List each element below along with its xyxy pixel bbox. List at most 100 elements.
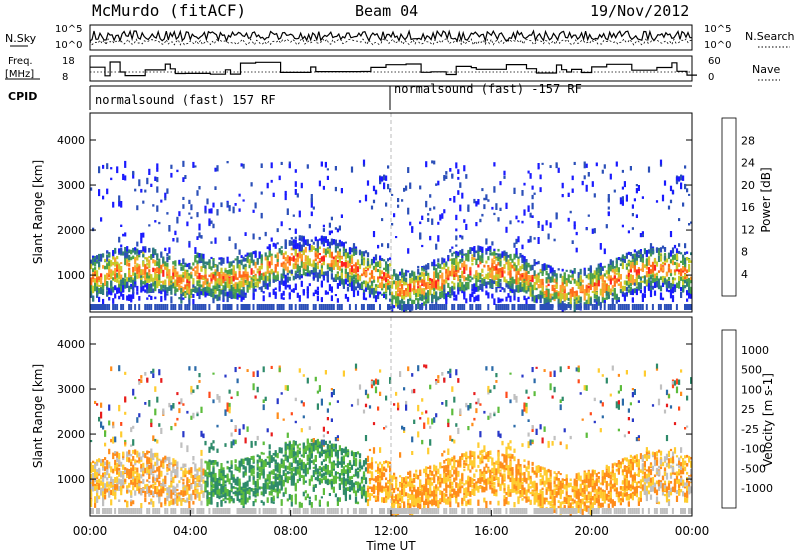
echo-cell — [118, 459, 121, 465]
echo-cell — [182, 287, 185, 293]
echo-cell — [96, 292, 99, 296]
echo-cell — [563, 276, 566, 281]
echo-cell — [224, 269, 227, 273]
echo-cell — [138, 508, 141, 514]
echo-cell — [280, 161, 283, 165]
echo-cell — [178, 276, 181, 283]
echo-cell — [399, 300, 402, 306]
echo-cell — [202, 264, 205, 268]
echo-cell — [298, 244, 301, 252]
echo-cell — [525, 265, 528, 271]
echo-cell — [228, 283, 231, 289]
echo-cell — [132, 292, 135, 299]
echo-cell — [505, 304, 508, 310]
echo-cell — [342, 279, 345, 285]
echo-cell — [150, 455, 153, 463]
echo-cell — [244, 265, 247, 271]
echo-cell — [200, 459, 203, 465]
echo-cell — [154, 485, 157, 492]
echo-cell — [232, 287, 235, 292]
echo-cell — [280, 293, 283, 296]
echo-cell — [525, 289, 528, 294]
echo-cell — [272, 270, 275, 273]
echo-cell — [515, 215, 518, 220]
echo-cell — [419, 304, 422, 310]
echo-cell — [471, 304, 474, 310]
echo-cell — [154, 304, 157, 310]
echo-cell — [138, 379, 141, 382]
echo-cell — [222, 290, 225, 297]
echo-cell — [529, 235, 532, 243]
echo-cell — [334, 294, 337, 297]
echo-cell — [186, 481, 189, 487]
echo-cell — [94, 259, 97, 263]
echo-cell — [385, 277, 388, 283]
echo-cell — [615, 298, 618, 304]
echo-cell — [188, 508, 191, 514]
echo-cell — [98, 296, 101, 303]
echo-cell — [148, 255, 151, 259]
echo-cell — [527, 270, 530, 274]
echo-cell — [370, 283, 374, 287]
echo-cell — [322, 275, 325, 279]
echo-cell — [547, 264, 550, 268]
echo-cell — [154, 508, 157, 514]
echo-cell — [368, 264, 372, 269]
echo-cell — [340, 256, 343, 260]
echo-cell — [507, 283, 510, 289]
echo-cell — [639, 276, 642, 281]
echo-cell — [338, 225, 341, 231]
echo-cell — [627, 276, 630, 283]
echo-cell — [348, 276, 352, 283]
echo-cell — [503, 304, 506, 310]
echo-cell — [132, 476, 135, 483]
echo-cell — [409, 298, 412, 301]
echo-cell — [575, 304, 578, 310]
echo-cell — [156, 163, 159, 169]
echo-cell — [641, 304, 644, 310]
echo-cell — [352, 290, 356, 298]
echo-cell — [116, 462, 119, 468]
echo-cell — [300, 280, 303, 287]
echo-cell — [509, 253, 512, 261]
echo-cell — [152, 508, 155, 514]
echo-cell — [690, 276, 693, 280]
echo-cell — [334, 274, 337, 280]
echo-cell — [401, 275, 404, 278]
echo-cell — [334, 246, 337, 253]
echo-cell — [613, 287, 616, 295]
echo-cell — [134, 396, 137, 400]
echo-cell — [419, 272, 422, 276]
echo-cell — [537, 272, 540, 278]
echo-cell — [370, 280, 374, 284]
echo-cell — [387, 280, 390, 283]
echo-cell — [455, 244, 458, 247]
echo-cell — [208, 508, 211, 514]
echo-cell — [200, 464, 203, 471]
echo-cell — [244, 292, 247, 295]
echo-cell — [665, 282, 669, 288]
echo-cell — [688, 304, 690, 310]
echo-cell — [625, 304, 628, 310]
echo-cell — [216, 269, 219, 277]
echo-cell — [336, 283, 339, 289]
echo-cell — [515, 275, 518, 281]
echo-cell — [489, 247, 492, 253]
echo-cell — [477, 304, 480, 310]
echo-cell — [118, 485, 121, 491]
echo-cell — [190, 216, 193, 219]
echo-cell — [385, 266, 388, 272]
echo-cell — [483, 204, 486, 210]
echo-cell — [214, 284, 217, 292]
echo-cell — [194, 259, 197, 263]
echo-cell — [204, 440, 207, 446]
echo-cell — [128, 304, 131, 310]
echo-cell — [254, 261, 257, 269]
echo-cell — [160, 493, 163, 497]
echo-cell — [194, 366, 197, 371]
echo-cell — [242, 296, 245, 300]
echo-cell — [158, 270, 161, 277]
echo-cell — [523, 304, 526, 310]
echo-cell — [134, 467, 137, 471]
echo-cell — [156, 474, 159, 479]
